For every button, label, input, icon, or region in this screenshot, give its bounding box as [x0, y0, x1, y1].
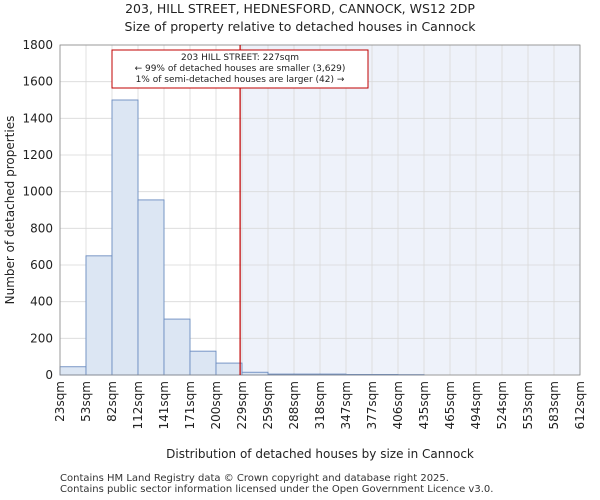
x-tick-label: 82sqm	[105, 381, 119, 422]
y-tick-label: 600	[30, 258, 53, 272]
annotation-text: 203 HILL STREET: 227sqm	[181, 53, 299, 63]
x-tick-label: 494sqm	[469, 381, 483, 429]
x-tick-label: 435sqm	[417, 381, 431, 429]
plot-frame	[59, 44, 581, 376]
histogram-bar	[163, 318, 191, 376]
x-tick-label: 112sqm	[131, 381, 145, 429]
histogram-bar	[241, 371, 269, 376]
y-tick-label: 1400	[22, 111, 53, 125]
y-tick-label: 200	[30, 331, 53, 345]
chart-subtitle: Size of property relative to detached ho…	[124, 19, 476, 34]
chart-title: 203, HILL STREET, HEDNESFORD, CANNOCK, W…	[125, 1, 475, 16]
y-tick-label: 400	[30, 295, 53, 309]
y-tick-label: 0	[45, 368, 53, 382]
x-tick-label: 318sqm	[313, 381, 327, 429]
y-tick-label: 1000	[22, 185, 53, 199]
x-tick-label: 553sqm	[521, 381, 535, 429]
x-tick-label: 200sqm	[209, 381, 223, 429]
x-tick-label: 377sqm	[365, 381, 379, 429]
x-tick-label: 229sqm	[235, 381, 249, 429]
histogram-bar	[215, 362, 243, 376]
x-tick-label: 583sqm	[547, 381, 561, 429]
histogram-bar	[137, 199, 165, 376]
annotation-text: 1% of semi-detached houses are larger (4…	[136, 75, 345, 85]
footer-line-2: Contains public sector information licen…	[60, 484, 494, 495]
annotation-box	[111, 49, 369, 89]
y-tick-label: 1800	[22, 38, 53, 52]
x-tick-label: 53sqm	[79, 381, 93, 422]
y-tick-label: 1200	[22, 148, 53, 162]
x-tick-label: 171sqm	[183, 381, 197, 429]
x-tick-label: 259sqm	[261, 381, 275, 429]
x-tick-label: 347sqm	[339, 381, 353, 429]
x-tick-label: 612sqm	[573, 381, 587, 429]
x-tick-label: 524sqm	[495, 381, 509, 429]
histogram-bar	[85, 255, 113, 376]
y-axis-label: Number of detached properties	[3, 116, 17, 305]
x-axis-label: Distribution of detached houses by size …	[166, 447, 474, 461]
y-tick-label: 800	[30, 221, 53, 235]
highlight-region	[240, 45, 580, 375]
footer-line-1: Contains HM Land Registry data © Crown c…	[60, 473, 449, 484]
x-tick-label: 23sqm	[53, 381, 67, 422]
x-tick-label: 406sqm	[391, 381, 405, 429]
histogram-bar	[59, 366, 87, 376]
x-tick-label: 465sqm	[443, 381, 457, 429]
annotation-text: ← 99% of detached houses are smaller (3,…	[135, 64, 346, 74]
x-tick-label: 141sqm	[157, 381, 171, 429]
x-tick-label: 288sqm	[287, 381, 301, 429]
y-tick-label: 1600	[22, 75, 53, 89]
histogram-bar	[111, 99, 139, 376]
histogram-bar	[189, 350, 217, 376]
